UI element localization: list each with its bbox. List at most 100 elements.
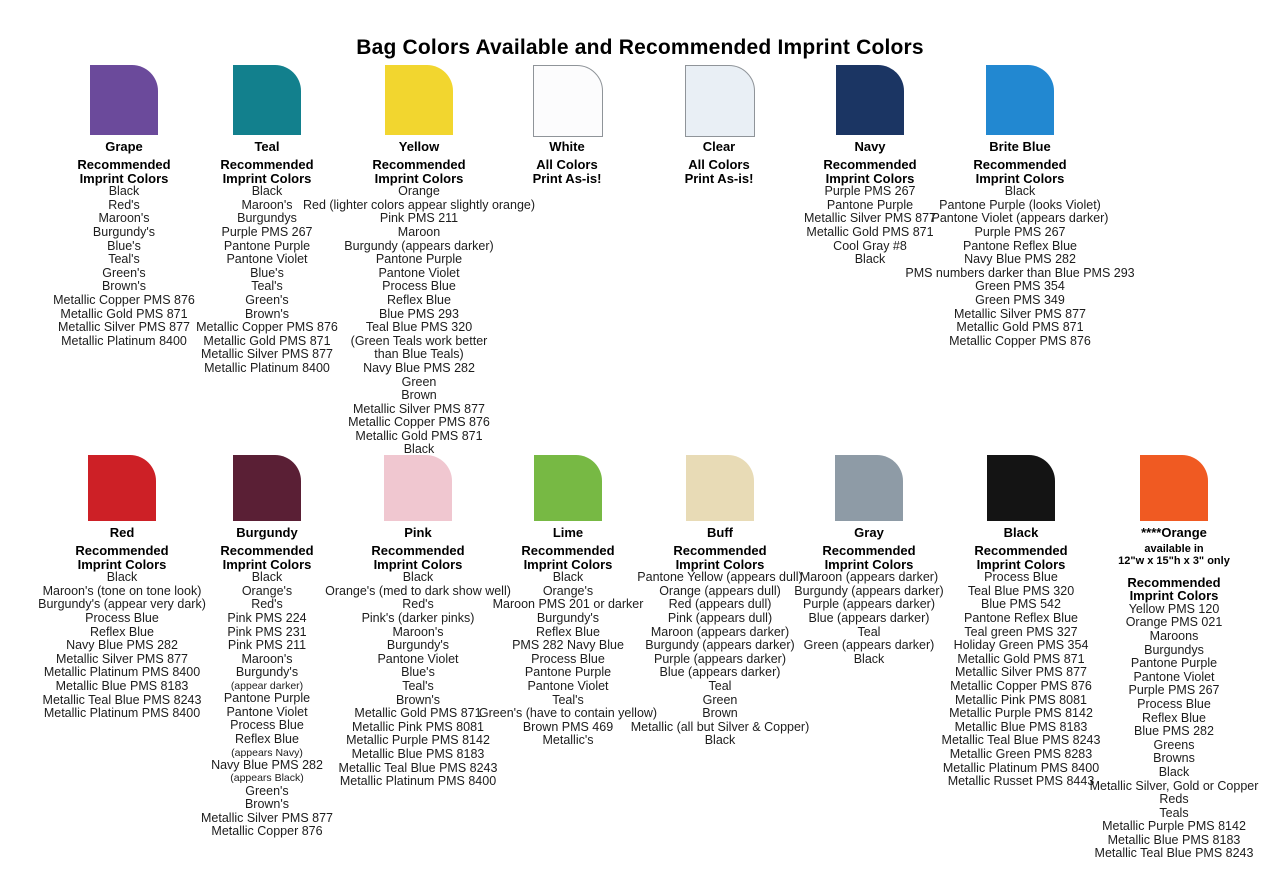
- imprint-color-item: Orange PMS 021: [1125, 615, 1223, 630]
- imprint-color-item: Process Blue: [85, 610, 159, 625]
- color-column-black: Black Recommended Imprint Colors Process Bl…: [942, 526, 1101, 789]
- imprint-color-item: Pantone Violet: [226, 252, 308, 267]
- imprint-color-item: Navy Blue PMS 282: [211, 757, 323, 772]
- bag-swatch-brite-blue: [986, 65, 1054, 135]
- bag-swatch-grape: [90, 65, 158, 135]
- imprint-color-item: Green's: [245, 292, 289, 307]
- imprint-color-item: Burgundy's (appear very dark): [38, 597, 206, 612]
- column-subtitle-line: All Colors: [688, 157, 750, 172]
- imprint-color-item: Burgundys: [1144, 642, 1204, 657]
- bag-swatch-black: [987, 455, 1055, 521]
- column-subtitle-line: Imprint Colors: [222, 170, 312, 186]
- imprint-color-item: Browns: [1153, 751, 1195, 766]
- imprint-color-item: Metallic Platinum PMS 8400: [43, 706, 201, 721]
- imprint-color-item: Metallic Platinum 8400: [61, 333, 187, 348]
- imprint-color-item: Metallic Copper PMS 876: [196, 320, 338, 335]
- imprint-color-item: Blue's: [401, 665, 435, 680]
- imprint-color-item: Metallic Silver PMS 877: [56, 651, 188, 666]
- color-column-grape: Grape Recommended Imprint Colors Black Red's…: [53, 140, 195, 348]
- imprint-color-item: Red (lighter colors appear slightly oran…: [302, 197, 536, 212]
- column-subtitle-line: Recommended: [823, 157, 917, 172]
- column-subtitle-line: Print As-is!: [532, 170, 602, 186]
- imprint-color-item: Black: [853, 651, 885, 666]
- column-subtitle-line: Imprint Colors: [222, 556, 312, 572]
- column-subtitle-line: Recommended: [974, 543, 1068, 558]
- bag-color-name-red: Red: [109, 525, 135, 540]
- imprint-color-item: Purple PMS 267: [974, 224, 1066, 239]
- imprint-color-item: Green's (have to contain yellow): [478, 706, 658, 721]
- imprint-color-item: Burgundy (appears darker): [794, 583, 944, 598]
- column-subtitle-line: Imprint Colors: [824, 556, 914, 572]
- imprint-color-item: Orange's: [241, 583, 293, 598]
- imprint-color-item: Navy Blue PMS 282: [363, 360, 475, 375]
- imprint-color-item: Metallic's: [542, 733, 594, 748]
- column-subtitle-line: Imprint Colors: [825, 170, 915, 186]
- imprint-color-item: Maroon's: [241, 197, 293, 212]
- imprint-color-item: Metallic Platinum PMS 8400: [43, 665, 201, 680]
- color-column-teal: Teal Recommended Imprint Colors Black Maroon…: [196, 140, 338, 376]
- imprint-color-item: Metallic Platinum PMS 8400: [942, 760, 1100, 775]
- imprint-color-item: Black: [552, 570, 584, 585]
- bag-color-name-teal: Teal: [254, 139, 280, 154]
- imprint-color-item: Brown's: [244, 797, 290, 812]
- imprint-color-item: Pantone Purple (looks Violet): [939, 197, 1101, 212]
- imprint-color-item: Pantone Purple: [826, 197, 914, 212]
- imprint-color-item: Holiday Green PMS 354: [953, 638, 1089, 653]
- bag-color-name-white: White: [549, 139, 585, 154]
- imprint-color-item: (Green Teals work better: [350, 333, 488, 348]
- bag-color-name-lime: Lime: [552, 525, 584, 540]
- imprint-color-item: Metallic Pink PMS 8081: [954, 692, 1088, 707]
- imprint-color-item: Teal's: [552, 692, 584, 707]
- bag-color-name-gray: Gray: [854, 525, 884, 540]
- imprint-color-item: Black: [108, 184, 140, 199]
- imprint-color-item: Pantone Purple: [223, 238, 311, 253]
- imprint-color-item: Maroon: [397, 224, 441, 239]
- imprint-color-item: Metallic Copper PMS 876: [53, 292, 195, 307]
- imprint-color-item: Black: [854, 252, 886, 267]
- imprint-color-item: Metallic Silver PMS 877: [353, 401, 485, 416]
- imprint-color-item: Metallic Blue PMS 8183: [55, 678, 189, 693]
- imprint-color-item: Pantone Violet: [378, 265, 460, 280]
- imprint-color-item: Metallic Silver PMS 877: [57, 320, 190, 335]
- imprint-color-item: Metallic Teal Blue PMS 8243: [338, 760, 498, 775]
- bag-swatch-orange: [1140, 455, 1208, 521]
- column-subtitle-line: Imprint Colors: [523, 556, 613, 572]
- imprint-color-item: Metallic Gold PMS 871: [354, 706, 482, 721]
- bag-color-name-burgundy: Burgundy: [236, 525, 298, 540]
- imprint-color-item: Process Blue: [230, 718, 304, 733]
- column-subtitle-line: Recommended: [673, 543, 767, 558]
- column-subtitle-line: Recommended: [75, 543, 169, 558]
- imprint-color-item: Black: [1158, 764, 1190, 779]
- imprint-color-item: Metallic Green PMS 8283: [949, 746, 1093, 761]
- bag-swatch-pink: [384, 455, 452, 521]
- imprint-color-item: Brown's: [101, 279, 147, 294]
- column-subtitle-line: Recommended: [822, 543, 916, 558]
- imprint-color-item: Green PMS 354: [975, 279, 1065, 294]
- imprint-color-item: Brown: [401, 388, 437, 403]
- imprint-color-item: Teal Blue PMS 320: [365, 320, 473, 335]
- imprint-color-item: Pantone Purple: [223, 691, 311, 706]
- column-subtitle-line: Imprint Colors: [1129, 588, 1219, 604]
- color-column-burgundy: Burgundy Recommended Imprint Colors Black Or…: [201, 526, 333, 839]
- imprint-color-item: Black: [403, 442, 435, 457]
- imprint-color-item: Black: [402, 570, 434, 585]
- imprint-color-item: Pink (appears dull): [667, 610, 773, 625]
- imprint-color-item: Teal's: [108, 252, 140, 267]
- imprint-color-item: Black: [704, 733, 736, 748]
- column-subtitle-line: Recommended: [77, 157, 171, 172]
- imprint-color-item: Burgundy's: [92, 224, 156, 239]
- imprint-color-item: Pink PMS 231: [227, 624, 307, 639]
- availability-note-orange: available in 12"w x 15"h x 3" only: [1090, 543, 1259, 568]
- column-subtitle-line: Recommended: [372, 157, 466, 172]
- column-subtitle-line: Imprint Colors: [373, 556, 463, 572]
- imprint-color-item: Burgundys: [237, 211, 297, 226]
- imprint-color-item: Metallic Gold PMS 871: [957, 651, 1085, 666]
- column-subtitle-line: All Colors: [536, 157, 598, 172]
- imprint-color-item: Burgundy (appears darker): [344, 238, 494, 253]
- imprint-color-item: Metallic Teal Blue PMS 8243: [42, 692, 202, 707]
- column-subtitle-line: Recommended: [973, 157, 1067, 172]
- imprint-color-item: Metallic Pink PMS 8081: [351, 719, 485, 734]
- imprint-color-item: Orange (appears dull): [659, 583, 781, 598]
- bag-swatch-red: [88, 455, 156, 521]
- imprint-color-item: Orange's: [542, 583, 594, 598]
